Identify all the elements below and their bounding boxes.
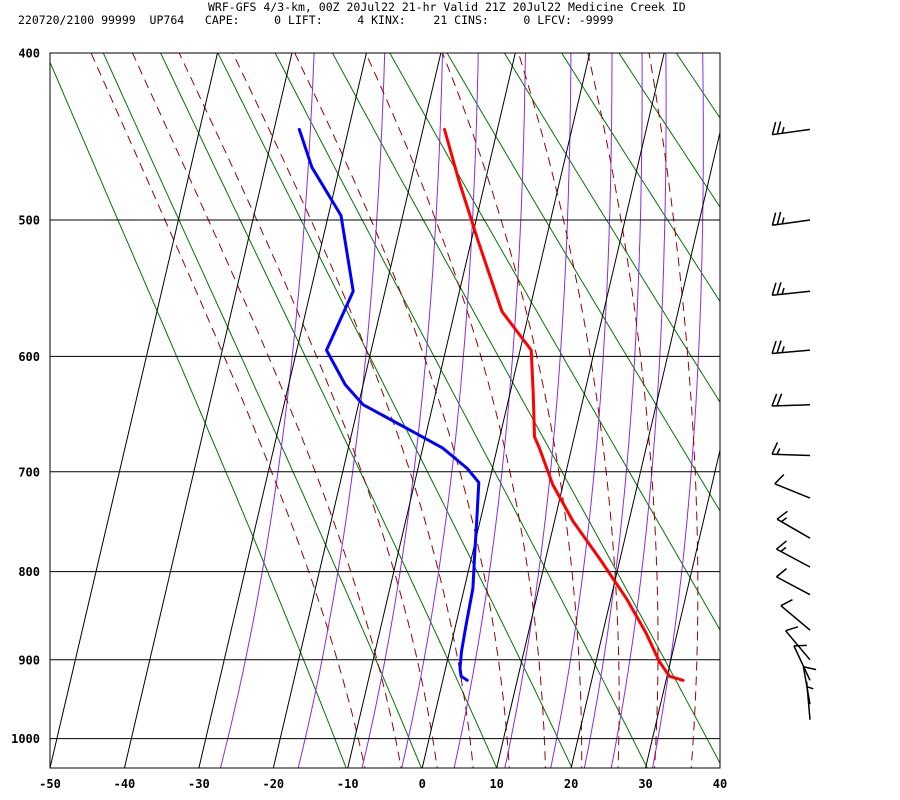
wind-barb <box>774 473 811 499</box>
x-tick-label: -50 <box>39 777 61 791</box>
y-tick-label: 900 <box>18 653 40 667</box>
x-tick-label: 30 <box>638 777 652 791</box>
mixing-ratio-line <box>583 53 643 768</box>
moist-adiabat-line <box>131 53 402 768</box>
moist-adiabat-line <box>587 53 659 768</box>
dry-adiabat-line <box>446 53 720 512</box>
y-tick-label: 500 <box>18 213 40 227</box>
x-tick-label: -40 <box>114 777 136 791</box>
dewpoint-trace <box>297 127 481 682</box>
mixing-ratio-line <box>550 53 613 768</box>
dry-adiabat-line <box>820 15 900 776</box>
moist-adiabat-line <box>90 53 366 768</box>
isotherm-line <box>570 130 720 768</box>
dry-adiabat-line <box>561 53 720 303</box>
chart-header-line2: 220720/2100 99999 UP764 CAPE: 0 LIFT: 4 … <box>18 13 614 27</box>
wind-barb <box>802 666 817 705</box>
dry-adiabat-line <box>503 53 720 404</box>
x-tick-label: 10 <box>489 777 503 791</box>
chart-header-line1: WRF-GFS 4/3-km, 00Z 20Jul22 21-hr Valid … <box>208 0 686 14</box>
mixing-ratio-line <box>610 53 667 768</box>
isotherm-line <box>421 53 591 768</box>
wind-barb <box>771 393 811 407</box>
moist-adiabat-line <box>365 53 546 768</box>
isotherm-line <box>123 53 293 768</box>
wind-barb <box>771 121 811 136</box>
isotherm-line <box>198 53 367 768</box>
mixing-ratio-line <box>219 53 315 768</box>
moist-adiabat-line <box>441 53 583 768</box>
isotherm-line <box>496 53 665 768</box>
wind-barb <box>780 599 811 631</box>
mixing-ratio-line <box>297 53 386 768</box>
wind-barb <box>776 510 811 539</box>
mixing-ratio-line <box>453 53 526 768</box>
moist-adiabat-line <box>178 53 438 768</box>
dry-adiabat-line <box>389 53 720 631</box>
mixing-ratio-line <box>361 53 444 768</box>
isotherm-line <box>50 53 218 768</box>
y-tick-label: 800 <box>18 565 40 579</box>
wind-barb <box>775 540 811 568</box>
x-tick-label: 20 <box>564 777 578 791</box>
temperature-trace <box>443 127 685 682</box>
x-tick-label: -20 <box>262 777 284 791</box>
wind-barb <box>805 681 814 720</box>
x-tick-label: 40 <box>713 777 727 791</box>
dry-adiabat-line <box>707 15 900 776</box>
y-tick-label: 700 <box>18 465 40 479</box>
dry-adiabat-line <box>160 53 498 768</box>
mixing-ratio-line <box>401 53 479 768</box>
x-tick-label: -10 <box>337 777 359 791</box>
moist-adiabat-line <box>294 53 510 768</box>
wind-barb <box>771 340 811 355</box>
y-tick-label: 600 <box>18 350 40 364</box>
isotherm-line <box>719 765 720 768</box>
dry-adiabat-line <box>102 53 422 768</box>
dry-adiabat-line <box>618 53 720 208</box>
wind-barb <box>771 442 811 457</box>
wind-barb <box>793 644 811 681</box>
x-tick-label: 0 <box>419 777 426 791</box>
x-tick-label: -30 <box>188 777 210 791</box>
isotherm-line <box>347 53 516 768</box>
y-tick-label: 400 <box>18 47 40 61</box>
moist-adiabat-line <box>517 53 620 768</box>
dry-adiabat-line <box>50 61 347 768</box>
wind-barb <box>771 282 811 297</box>
wind-barb <box>771 211 811 227</box>
dry-adiabat-line <box>274 53 648 768</box>
isotherm-line <box>272 53 442 768</box>
mixing-ratio-line <box>504 53 572 768</box>
dry-adiabat-line <box>217 53 573 768</box>
moist-adiabat-line <box>648 53 699 768</box>
wind-barb <box>775 568 811 596</box>
dry-adiabat-line <box>331 53 720 765</box>
y-tick-label: 1000 <box>11 732 40 746</box>
isotherm-line <box>645 448 720 768</box>
dry-adiabat-line <box>675 53 720 119</box>
